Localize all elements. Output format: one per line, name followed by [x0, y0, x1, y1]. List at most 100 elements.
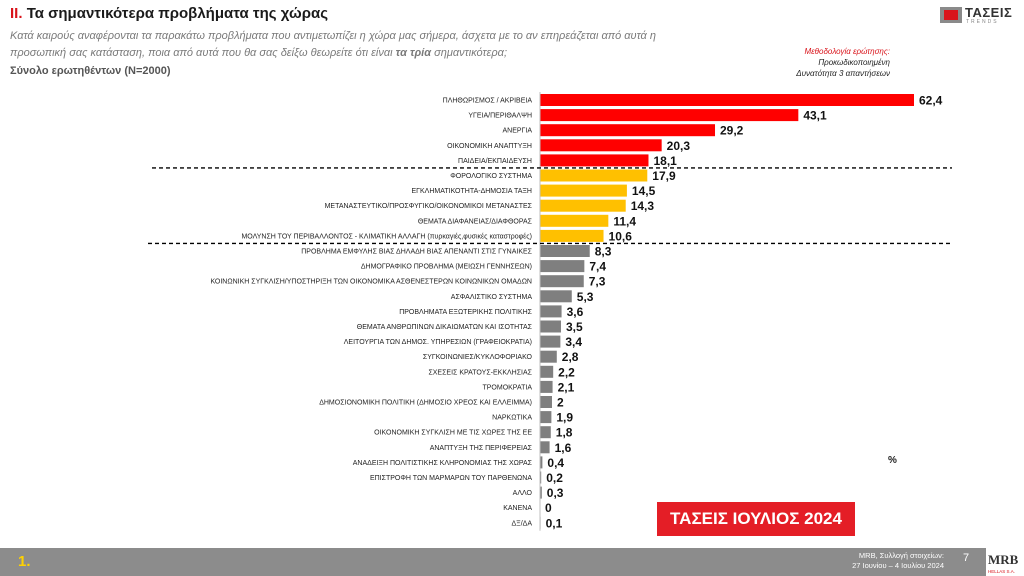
- category-label: ΘΕΜΑΤΑ ΑΝΘΡΩΠΙΝΩΝ ΔΙΚΑΙΩΜΑΤΩΝ ΚΑΙ ΙΣΟΤΗΤ…: [357, 324, 533, 331]
- logo-sub: TRENDS: [966, 19, 999, 25]
- collection-label: MRB, Συλλογή στοιχείων:: [858, 551, 944, 560]
- bar: [540, 380, 553, 393]
- category-label: ΑΝΑΠΤΥΞΗ ΤΗΣ ΠΕΡΙΦΕΡΕΙΑΣ: [430, 445, 533, 452]
- value-label: 43,1: [803, 109, 827, 123]
- value-label: 8,3: [595, 245, 612, 259]
- bar: [540, 320, 561, 333]
- value-label: 14,3: [631, 199, 655, 213]
- value-label: 0,4: [547, 456, 564, 470]
- value-label: 0: [545, 501, 552, 515]
- category-label: ΔΗΜΟΓΡΑΦΙΚΟ ΠΡΟΒΛΗΜΑ (ΜΕΙΩΣΗ ΓΕΝΝΗΣΕΩΝ): [361, 264, 532, 271]
- category-label: ΕΓΚΛΗΜΑΤΙΚΟΤΗΤΑ-ΔΗΜΟΣΙΑ ΤΑΞΗ: [411, 188, 532, 195]
- category-label: ΝΑΡΚΩΤΙΚΑ: [492, 415, 532, 422]
- value-label: 18,1: [653, 154, 677, 168]
- bar: [540, 109, 799, 122]
- bar: [540, 456, 543, 469]
- value-label: 62,4: [919, 94, 943, 108]
- section-number: II.: [10, 5, 23, 22]
- bar: [540, 486, 542, 499]
- collection-dates: 27 Ιουνίου – 4 Ιουλίου 2024: [852, 561, 944, 570]
- value-label: 17,9: [652, 169, 676, 183]
- value-label: 1,8: [556, 426, 573, 440]
- page-marker: 1.: [18, 553, 31, 570]
- bar: [540, 290, 572, 303]
- value-label: 2,8: [562, 350, 579, 364]
- category-label: ΚΟΙΝΩΝΙΚΗ ΣΥΓΚΛΙΣΗ/ΥΠΟΣΤΗΡΙΞΗ ΤΩΝ ΟΙΚΟΝΟ…: [210, 279, 532, 286]
- category-label: ΘΕΜΑΤΑ ΔΙΑΦΑΝΕΙΑΣ/ΔΙΑΦΘΟΡΑΣ: [418, 218, 533, 225]
- bar: [540, 154, 649, 167]
- bar: [540, 260, 585, 273]
- bar: [540, 214, 609, 227]
- category-label: ΠΛΗΘΩΡΙΣΜΟΣ / ΑΚΡΙΒΕΙΑ: [443, 98, 533, 105]
- value-label: 2,2: [558, 365, 575, 379]
- category-label: ΣΧΕΣΕΙΣ ΚΡΑΤΟΥΣ-ΕΚΚΛΗΣΙΑΣ: [428, 369, 532, 376]
- value-label: 7,3: [589, 275, 606, 289]
- methodology-note: Μεθοδολογία ερώτησης: Προκωδικοποιημένη …: [796, 46, 890, 79]
- value-label: 14,5: [632, 184, 656, 198]
- bar: [540, 245, 590, 257]
- category-label: ΑΛΛΟ: [513, 490, 533, 497]
- category-label: ΕΠΙΣΤΡΟΦΗ ΤΩΝ ΜΑΡΜΑΡΩΝ ΤΟΥ ΠΑΡΘΕΝΩΝΑ: [370, 475, 532, 482]
- category-label: ΟΙΚΟΝΟΜΙΚΗ ΑΝΑΠΤΥΞΗ: [447, 143, 532, 150]
- methodology-line2: Δυνατότητα 3 απαντήσεων: [796, 69, 890, 78]
- category-label: ΣΥΓΚΟΙΝΩΝΙΕΣ/ΚΥΚΛΟΦΟΡΙΑΚΟ: [423, 354, 533, 361]
- bar: [540, 139, 662, 152]
- bar: [540, 275, 584, 288]
- value-label: 1,9: [556, 411, 573, 425]
- bar: [540, 124, 716, 137]
- value-label: 0,3: [547, 486, 564, 500]
- methodology-heading: Μεθοδολογία ερώτησης:: [804, 47, 890, 56]
- bar: [540, 229, 604, 242]
- slide-number: 7: [963, 552, 970, 564]
- category-label: ΑΝΑΔΕΙΞΗ ΠΟΛΙΤΙΣΤΙΚΗΣ ΚΛΗΡΟΝΟΜΙΑΣ ΤΗΣ ΧΩ…: [353, 460, 533, 467]
- tasis-logo: ΤΑΣΕΙΣ TRENDS: [940, 5, 1015, 25]
- category-label: ΠΡΟΒΛΗΜΑ ΕΜΦΥΛΗΣ ΒΙΑΣ ΔΗΛΑΔΗ ΒΙΑΣ ΑΠΕΝΑΝ…: [301, 249, 532, 256]
- methodology-line1: Προκωδικοποιημένη: [818, 58, 890, 67]
- mrb-logo-sub: HELLAS S.A.: [988, 569, 1016, 574]
- value-label: 3,5: [566, 320, 583, 334]
- category-label: ΟΙΚΟΝΟΜΙΚΗ ΣΥΓΚΛΙΣΗ ΜΕ ΤΙΣ ΧΩΡΕΣ ΤΗΣ ΕΕ: [374, 430, 532, 437]
- logo-mark-icon: [940, 7, 962, 23]
- mrb-logo-text: MRB: [988, 552, 1019, 567]
- question-text: Κατά καιρούς αναφέρονται τα παρακάτω προ…: [10, 28, 710, 62]
- footer-bar: 1. MRB, Συλλογή στοιχείων: 27 Ιουνίου – …: [0, 548, 1024, 576]
- value-label: 29,2: [720, 124, 744, 138]
- value-label: 2,1: [558, 380, 575, 394]
- question-part1: Κατά καιρούς αναφέρονται τα παρακάτω προ…: [10, 30, 656, 59]
- title-text: Τα σημαντικότερα προβλήματα της χώρας: [26, 5, 329, 22]
- value-label: 7,4: [589, 260, 606, 274]
- category-label: ΑΣΦΑΛΙΣΤΙΚΟ ΣΥΣΤΗΜΑ: [451, 294, 533, 301]
- bar: [540, 335, 561, 348]
- category-label: ΛΕΙΤΟΥΡΓΙΑ ΤΩΝ ΔΗΜΟΣ. ΥΠΗΡΕΣΙΩΝ (ΓΡΑΦΕΙΟ…: [344, 339, 532, 346]
- category-label: ΜΕΤΑΝΑΣΤΕΥΤΙΚΟ/ΠΡΟΣΦΥΓΙΚΟ/ΟΙΚΟΝΟΜΙΚΟΙ ΜΕ…: [325, 203, 533, 210]
- bar: [540, 471, 542, 484]
- bar: [540, 199, 626, 212]
- trends-stamp: ΤΑΣΕΙΣ ΙΟΥΛΙΟΣ 2024: [657, 502, 855, 536]
- category-label: ΤΡΟΜΟΚΡΑΤΙΑ: [482, 384, 532, 391]
- bar: [540, 441, 550, 454]
- value-label: 5,3: [577, 290, 594, 304]
- value-label: 2: [557, 396, 564, 410]
- category-label: ΔΞ/ΔΑ: [511, 520, 532, 527]
- question-part2: σημαντικότερα;: [434, 47, 508, 59]
- bar: [540, 396, 552, 408]
- value-label: 1,6: [555, 441, 572, 455]
- value-label: 3,6: [567, 305, 584, 319]
- bar: [540, 184, 627, 197]
- sample-base: Σύνολο ερωτηθέντων (N=2000): [10, 65, 171, 77]
- bar: [540, 94, 914, 106]
- bar: [540, 305, 562, 318]
- value-label: 0,2: [546, 471, 563, 485]
- bar: [540, 411, 552, 424]
- category-label: ΥΓΕΙΑ/ΠΕΡΙΘΑΛΨΗ: [468, 113, 532, 120]
- category-label: ΔΗΜΟΣΙΟΝΟΜΙΚΗ ΠΟΛΙΤΙΚΗ (ΔΗΜΟΣΙΟ ΧΡΕΟΣ ΚΑ…: [319, 400, 532, 407]
- bar: [540, 365, 554, 378]
- value-label: 11,4: [613, 214, 636, 228]
- question-bold: τα τρία: [395, 47, 432, 59]
- slide-title: II. Τα σημαντικότερα προβλήματα της χώρα…: [10, 5, 328, 22]
- logo-word: ΤΑΣΕΙΣ: [965, 5, 1013, 20]
- category-label: ΜΟΛΥΝΣΗ ΤΟΥ ΠΕΡΙΒΑΛΛΟΝΤΟΣ - ΚΛΙΜΑΤΙΚΗ ΑΛ…: [241, 232, 532, 240]
- collection-note: MRB, Συλλογή στοιχείων: 27 Ιουνίου – 4 Ι…: [852, 551, 944, 571]
- value-label: 0,1: [546, 516, 563, 530]
